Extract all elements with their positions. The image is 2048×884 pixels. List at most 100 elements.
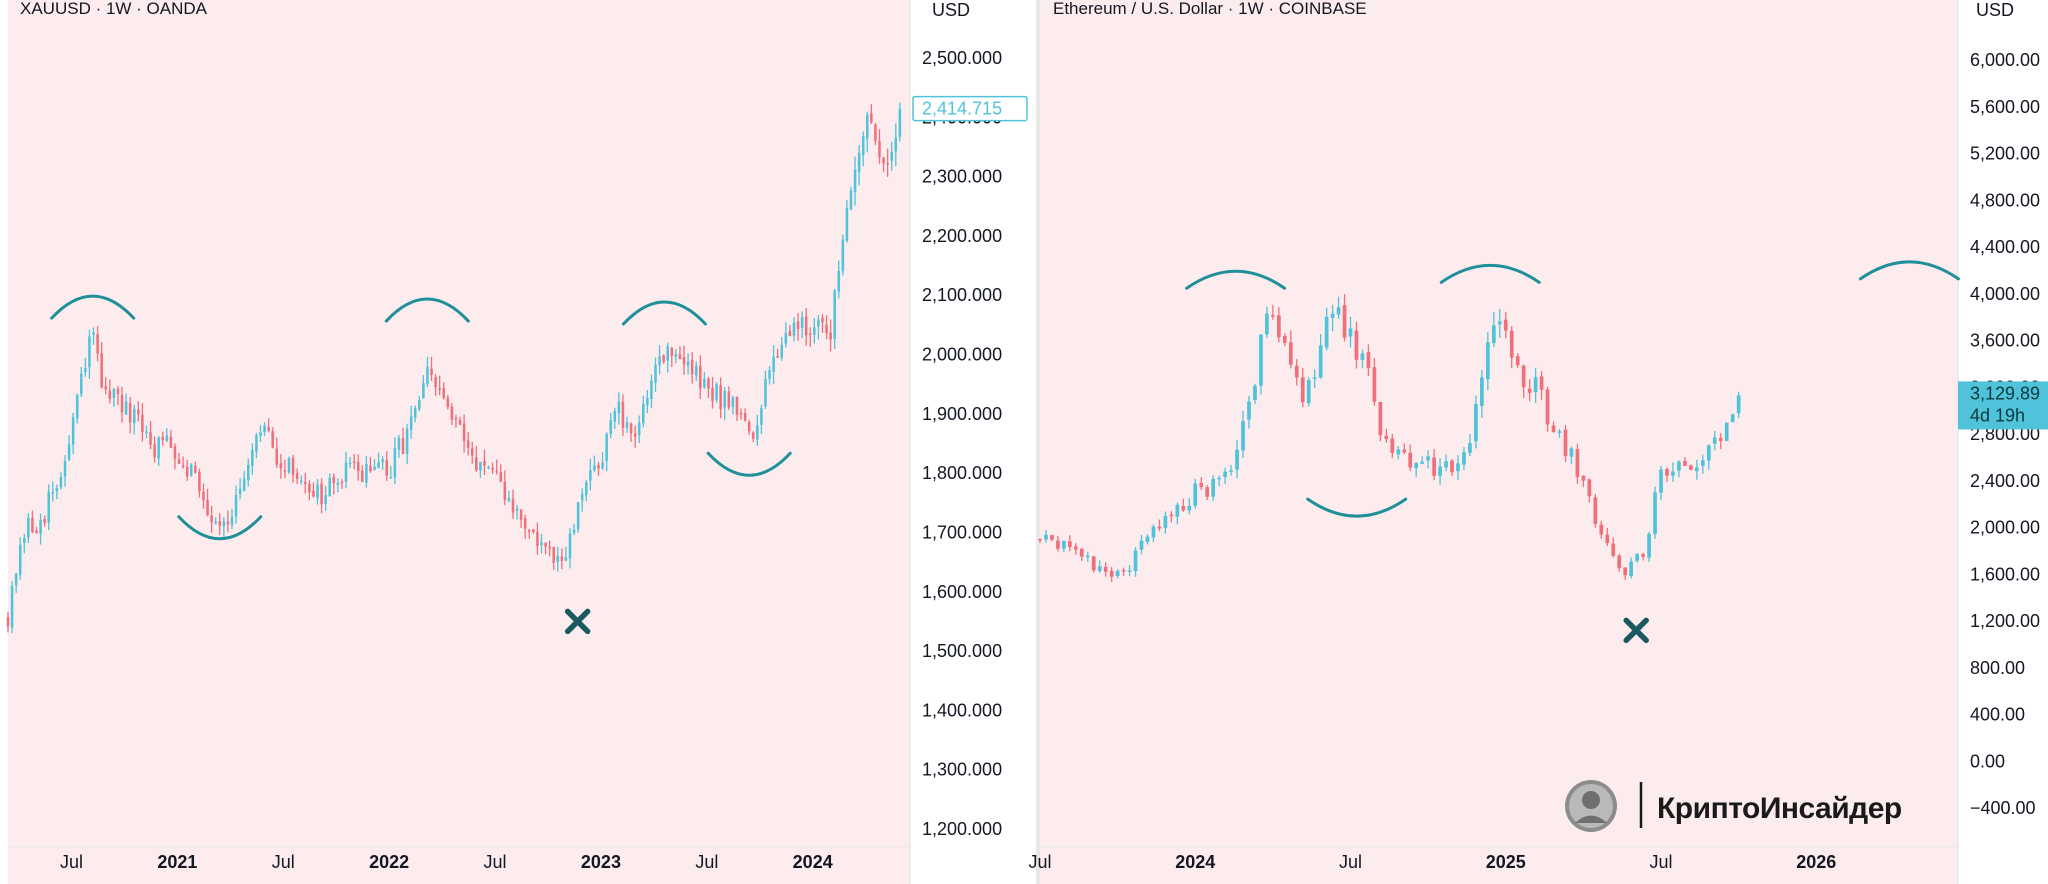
candle (1718, 433, 1723, 450)
candle (1509, 325, 1514, 369)
time-tick-label: Jul (1028, 852, 1051, 872)
candle (1503, 311, 1508, 339)
pattern-arc (384, 297, 470, 323)
candle (450, 403, 454, 425)
candle (837, 260, 841, 299)
gold-price-axis[interactable] (912, 0, 1036, 884)
candle (1336, 296, 1341, 319)
eth-x-marker (1623, 617, 1649, 644)
panel-divider[interactable] (1036, 0, 1040, 884)
candle (92, 327, 95, 345)
candle (389, 465, 393, 479)
gold-currency-button[interactable] (918, 0, 1026, 28)
candle (841, 234, 845, 276)
candle (499, 464, 503, 483)
candle (809, 327, 812, 347)
candle (18, 537, 22, 580)
candle (479, 461, 482, 478)
candle (536, 522, 539, 555)
candle (817, 315, 820, 340)
candle (1599, 520, 1604, 539)
candle (35, 526, 38, 534)
candle (71, 412, 75, 455)
eth-price-axis[interactable] (1960, 0, 2048, 884)
candle (1169, 511, 1174, 523)
candle (1611, 537, 1616, 558)
candle (796, 313, 800, 341)
pattern-arc (50, 294, 136, 320)
candle (853, 156, 857, 206)
candle (776, 348, 779, 359)
candle (1187, 497, 1192, 515)
candle (886, 148, 889, 177)
candle (356, 454, 360, 481)
candle (1683, 457, 1687, 466)
gold-last-price-text: 2,414.715 (922, 99, 1002, 119)
candle (487, 465, 490, 470)
candle (483, 449, 486, 476)
candle (352, 454, 356, 470)
candle (637, 415, 641, 444)
candle (348, 456, 352, 468)
candle (857, 144, 861, 186)
price-tick-label: 4,000.00 (1970, 284, 2040, 304)
eth-currency-button[interactable] (1962, 0, 2042, 28)
candle (198, 468, 201, 498)
candle (621, 394, 625, 437)
candle (519, 508, 523, 528)
candle (866, 111, 869, 153)
candle (760, 404, 763, 435)
candle (27, 513, 30, 544)
candle (259, 425, 262, 442)
candle (662, 354, 665, 364)
candle (31, 510, 34, 534)
candle (173, 443, 177, 470)
candle (515, 504, 519, 520)
candle (564, 546, 568, 562)
candle (279, 453, 283, 479)
candle (1282, 333, 1287, 347)
candle (430, 356, 433, 381)
candle (605, 432, 608, 472)
candle (462, 414, 466, 453)
candle (361, 464, 364, 483)
candle (597, 461, 600, 476)
pattern-arc (706, 451, 792, 477)
candle (849, 186, 853, 211)
candle (1402, 443, 1407, 455)
candle (1497, 309, 1502, 339)
price-tick-label: −400.00 (1970, 798, 2036, 818)
candle (686, 353, 690, 375)
candle (1235, 440, 1239, 479)
candle (1689, 464, 1693, 471)
candle (1050, 534, 1054, 542)
candle (132, 404, 136, 435)
candle (756, 414, 759, 446)
candle (727, 386, 731, 410)
candle (308, 480, 311, 501)
price-tick-label: 1,200.00 (1970, 611, 2040, 631)
price-tick-label: 3,600.00 (1970, 331, 2040, 351)
candle (141, 403, 144, 442)
candle (601, 452, 604, 471)
candle (540, 533, 543, 554)
candle (426, 356, 429, 388)
candle (75, 393, 79, 424)
candle (739, 408, 743, 420)
gold-last-price-label: 2,414.715 (912, 95, 1028, 122)
price-tick-label: 2,100.000 (922, 285, 1002, 305)
candle (1073, 543, 1078, 555)
gold-x-marker (564, 608, 591, 635)
candle (247, 458, 250, 487)
candle (1408, 444, 1413, 472)
candle (169, 429, 173, 448)
x-cross-icon (1623, 617, 1649, 644)
candle (1306, 377, 1311, 407)
candle (707, 376, 710, 398)
candle (833, 288, 836, 349)
candle (381, 456, 384, 470)
candle (1157, 519, 1162, 532)
candle (1145, 534, 1150, 545)
candle (312, 482, 315, 498)
candle (316, 479, 319, 505)
